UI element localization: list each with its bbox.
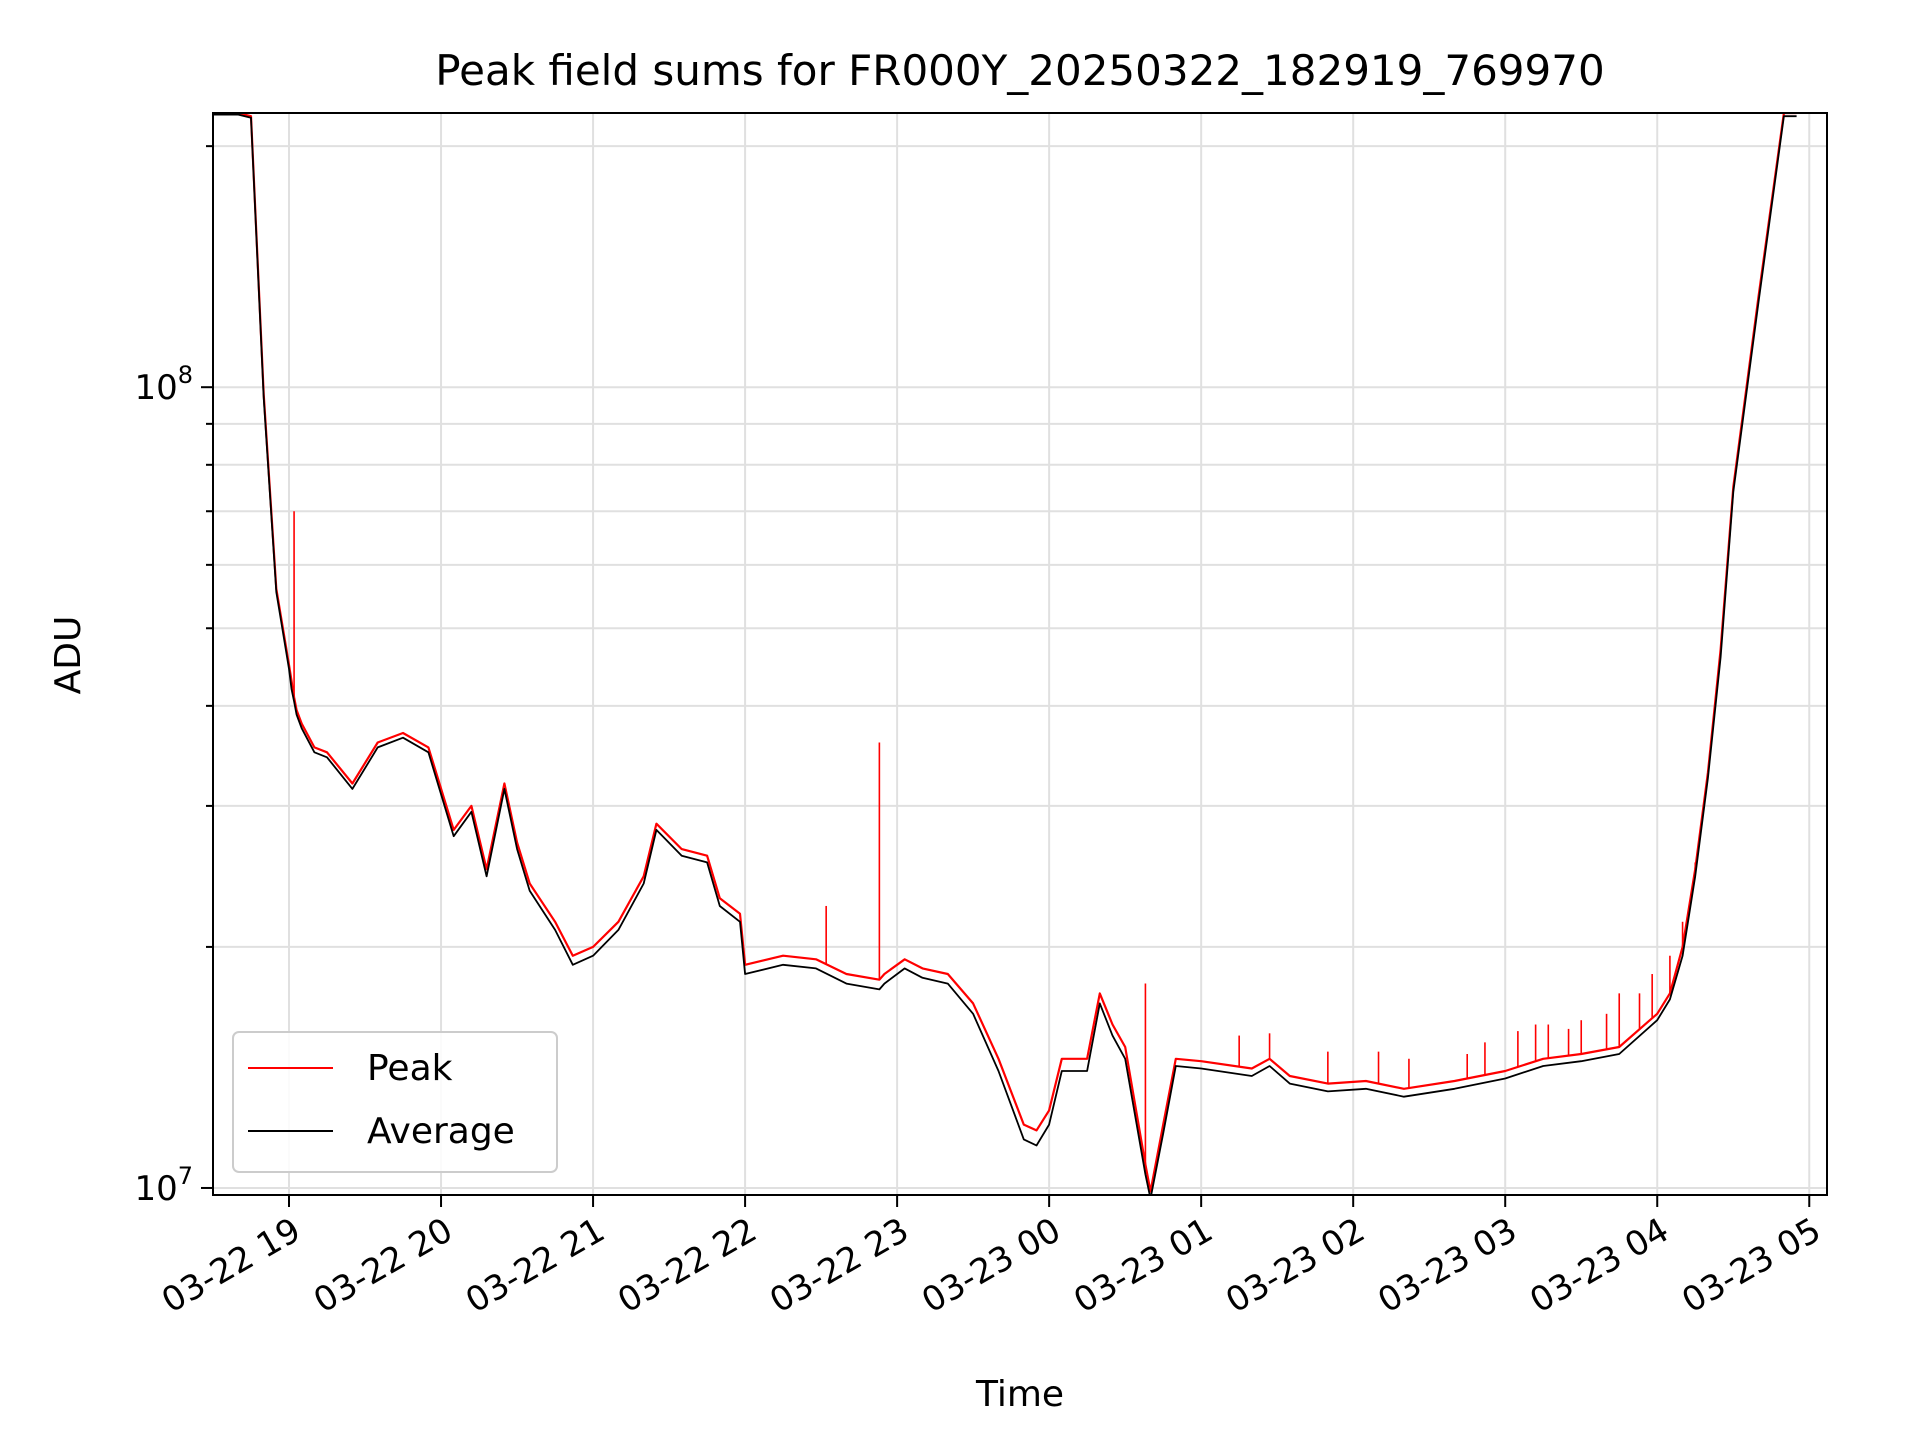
series-group <box>213 113 1797 1195</box>
y-tick-label: 108 <box>134 361 193 408</box>
legend: Peak Average <box>232 1031 558 1173</box>
axes-frame <box>212 112 1828 1196</box>
y-tick-label-base: 10 <box>134 368 177 408</box>
y-tick-label-exponent: 8 <box>178 361 193 389</box>
series-line-peak <box>213 113 1797 1193</box>
legend-label: Peak <box>367 1048 453 1089</box>
y-tick-label-base: 10 <box>134 1169 177 1209</box>
grid-lines <box>213 113 1827 1195</box>
chart-title: Peak field sums for FR000Y_20250322_1829… <box>435 46 1604 95</box>
x-axis-label: Time <box>975 1374 1064 1415</box>
y-tick-label-exponent: 7 <box>178 1162 193 1190</box>
legend-label: Average <box>367 1111 515 1152</box>
y-tick-label: 107 <box>134 1162 193 1209</box>
series-layer <box>213 113 1797 1195</box>
series-line-average <box>213 113 1797 1195</box>
y-axis-label: ADU <box>48 616 89 695</box>
